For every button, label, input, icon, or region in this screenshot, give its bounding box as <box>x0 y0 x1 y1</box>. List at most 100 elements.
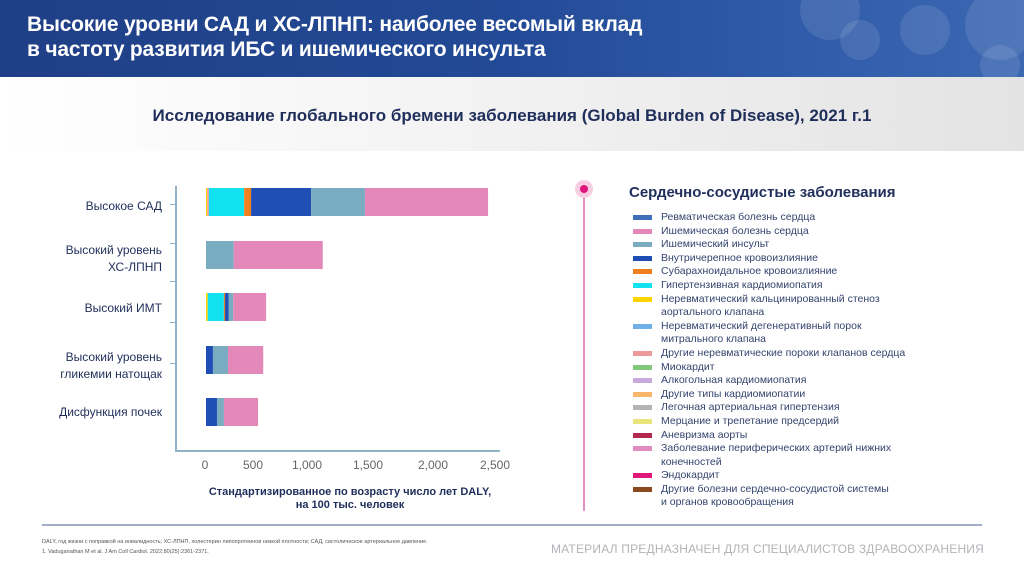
legend-title: Сердечно-сосудистые заболевания <box>629 184 896 201</box>
legend-swatch <box>633 364 652 370</box>
legend-label: Внутричерепное кровоизлияние <box>661 251 818 264</box>
bar-segment <box>206 346 213 374</box>
x-tick-label: 0 <box>201 458 209 472</box>
legend-swatch <box>633 391 652 397</box>
x-tick-label: 500 <box>242 458 264 472</box>
page-title-line2: в частоту развития ИБС и ишемического ин… <box>27 38 546 61</box>
category-label-line: Высокое САД <box>85 199 162 213</box>
legend-item: Аневризма аорты <box>633 429 933 443</box>
timeline-line <box>583 189 585 511</box>
bar-segment <box>251 188 312 216</box>
x-tick-label: 2,000 <box>417 458 449 472</box>
legend-swatch <box>633 432 652 438</box>
legend-item: Ишемическая болезнь сердца <box>633 225 933 239</box>
bar-segment <box>244 188 252 216</box>
legend-label-continued: аортального клапана <box>661 306 765 319</box>
molecule-decoration <box>965 0 1024 60</box>
timeline-dot-core <box>580 185 588 193</box>
legend-swatch <box>633 282 652 288</box>
legend-swatch <box>633 296 652 302</box>
legend-item: Внутричерепное кровоизлияние <box>633 252 933 266</box>
legend-item: Субарахноидальное кровоизлияние <box>633 265 933 279</box>
bar-segment <box>223 293 226 321</box>
footnote: DALY, год жизни с поправкой на инвалидно… <box>42 537 428 557</box>
legend-label: Неревматический дегенеративный порок <box>661 319 862 332</box>
y-tick <box>170 243 176 244</box>
legend-item: Миокардит <box>633 361 933 375</box>
category-label: Высокий уровень ХС-ЛПНП <box>66 242 162 276</box>
page-title: Высокие уровни САД и ХС-ЛПНП: наиболее в… <box>27 12 642 62</box>
legend-label: Неревматический кальцинированный стеноз <box>661 292 880 305</box>
bar-segment <box>228 293 234 321</box>
molecule-decoration <box>840 20 880 60</box>
legend-swatch <box>633 269 652 275</box>
legend-item: Мерцание и трепетание предсердий <box>633 415 933 429</box>
legend-label-continued: митрального клапана <box>661 333 767 346</box>
x-axis-title: Стандартизированное по возрасту число ле… <box>180 486 520 512</box>
legend-label: Субарахноидальное кровоизлияние <box>661 265 838 278</box>
legend-swatch <box>633 255 652 261</box>
legend-item: Алкогольная кардиомиопатия <box>633 374 933 388</box>
legend-item: Эндокардит <box>633 469 933 483</box>
legend-item: Ревматическая болезнь сердца <box>633 211 933 225</box>
legend-swatch <box>633 378 652 384</box>
footer-divider <box>42 524 982 526</box>
legend-label: Другие болезни сердечно-сосудистой систе… <box>661 482 889 495</box>
legend-label-continued: и органов кровообращения <box>661 496 794 509</box>
x-axis-title-line: на 100 тыс. человек <box>295 499 405 511</box>
bar-segment <box>206 188 208 216</box>
legend-swatch <box>633 242 652 248</box>
category-label-line: гликемии натощак <box>60 367 162 381</box>
legend-label: Заболевание периферических артерий нижни… <box>661 442 892 455</box>
legend-label: Ишемическая болезнь сердца <box>661 224 809 237</box>
page-title-line1: Высокие уровни САД и ХС-ЛПНП: наиболее в… <box>27 13 643 36</box>
category-label: Высокое САД <box>86 198 162 215</box>
x-tick-label: 1,500 <box>352 458 384 472</box>
y-tick <box>170 281 176 282</box>
bar-segment <box>212 346 228 374</box>
legend-label: Алкогольная кардиомиопатия <box>661 374 807 387</box>
bar-segment <box>216 398 224 426</box>
legend-item: Ишемический инсульт <box>633 238 933 252</box>
legend-label: Аневризма аорты <box>661 428 748 441</box>
bar-segment <box>233 293 267 321</box>
molecule-decoration <box>980 45 1020 77</box>
x-tick-label: 1,000 <box>291 458 323 472</box>
bar-segment <box>206 241 234 269</box>
legend-label: Ишемический инсульт <box>661 238 770 251</box>
legend-swatch <box>633 405 652 411</box>
bar-segment <box>208 188 245 216</box>
legend-label: Миокардит <box>661 360 715 373</box>
abbreviations-note: DALY, год жизни с поправкой на инвалидно… <box>42 539 428 545</box>
subtitle-band <box>0 77 1024 151</box>
x-axis <box>175 450 500 452</box>
category-label-line: Дисфункция почек <box>59 405 162 419</box>
category-label-line: Высокий уровень <box>65 243 162 257</box>
bar-segment <box>225 293 229 321</box>
bar-segment <box>207 188 209 216</box>
header-banner: Высокие уровни САД и ХС-ЛПНП: наиболее в… <box>0 0 1024 77</box>
y-tick <box>170 363 176 364</box>
legend-label: Другие неревматические пороки клапанов с… <box>661 346 906 359</box>
reference-note: 1. Vaduganathan M et al. J Am Coll Cardi… <box>42 549 209 555</box>
legend-item: Неревматический кальцинированный стеноз а… <box>633 293 933 320</box>
bar-segment <box>227 346 264 374</box>
x-tick-label: 2,500 <box>479 458 511 472</box>
legend-swatch <box>633 446 652 452</box>
legend-label: Легочная артериальная гипертензия <box>661 401 840 414</box>
legend-swatch <box>633 418 652 424</box>
legend-swatch <box>633 486 652 492</box>
y-tick <box>170 204 176 205</box>
y-tick <box>170 322 176 323</box>
legend-label: Ревматическая болезнь сердца <box>661 211 816 223</box>
bar-segment <box>233 241 323 269</box>
legend-swatch <box>633 323 652 329</box>
bar-segment <box>206 293 208 321</box>
legend-item: Другие болезни сердечно-сосудистой систе… <box>633 483 933 510</box>
bar-segment <box>223 398 259 426</box>
legend-swatch <box>633 215 652 220</box>
bar-segment <box>207 293 224 321</box>
legend-label: Эндокардит <box>661 469 720 482</box>
legend-item: Гипертензивная кардиомиопатия <box>633 279 933 293</box>
